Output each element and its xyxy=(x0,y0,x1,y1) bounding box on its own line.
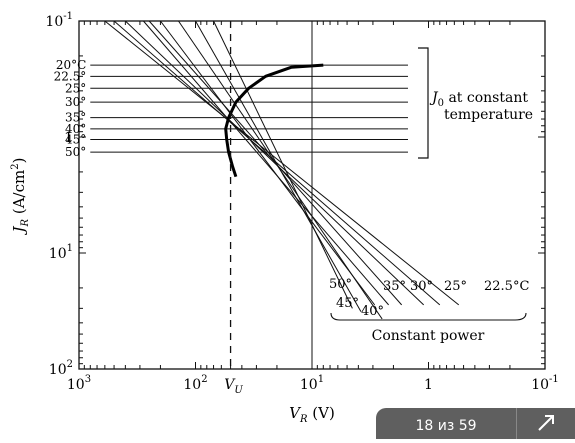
x-tick-label-2: 101 xyxy=(300,374,324,393)
y-tick-label-0: 10-1 xyxy=(45,11,73,30)
j0-annotation-line2: temperature xyxy=(444,107,533,123)
y-tick-label-2: 101 xyxy=(49,243,73,262)
j0-temperature-label-3: 30° xyxy=(65,95,86,109)
constant-power-label-0: 22.5°C xyxy=(484,279,529,294)
constant-power-line-8 xyxy=(148,20,403,306)
vu-label: VU xyxy=(224,377,243,396)
constant-power-label-6: 50° xyxy=(329,277,352,292)
j0-temperature-label-4: 35° xyxy=(65,111,86,125)
j0-temperature-label-7: 50° xyxy=(65,145,86,159)
x-axis-label: VR (V) xyxy=(289,404,335,425)
j0-temperature-label-1: 22.5° xyxy=(54,69,87,83)
constant-power-label-5: 45° xyxy=(336,296,359,311)
j0-annotation-line1: J0 at constant xyxy=(429,90,528,109)
constant-power-line-1 xyxy=(125,20,425,306)
j0-bracket xyxy=(418,47,429,159)
toolbar-divider xyxy=(516,408,517,439)
series-layer xyxy=(90,20,460,369)
x-tick-label-4: 10-1 xyxy=(531,374,559,393)
constant-power-annotation: Constant power xyxy=(372,328,485,344)
expand-arrow-icon[interactable] xyxy=(517,408,575,439)
y-tick-label-1: 1 xyxy=(64,130,73,146)
labels-layer: 20°C22.5°25°30°35°40°45°50°103 102 101 1 10-… xyxy=(10,11,559,425)
constant-power-brace xyxy=(330,312,527,321)
constant-power-line-3 xyxy=(160,20,376,306)
x-tick-label-1: 102 xyxy=(183,374,207,393)
constant-power-label-2: 30° xyxy=(410,279,433,294)
y-tick-label-3: 102 xyxy=(49,359,73,378)
x-tick-label-0: 103 xyxy=(67,374,91,393)
j0-temperature-label-5: 40° xyxy=(65,122,86,136)
j0-temperature-label-6: 45° xyxy=(65,132,86,146)
axes-layer xyxy=(78,20,546,370)
x-tick-label-3: 1 xyxy=(424,377,433,393)
constant-power-label-3: 35° xyxy=(383,279,406,294)
constant-power-label-4: 40° xyxy=(361,304,384,319)
j0-temperature-label-0: 20°C xyxy=(56,58,86,72)
y-axis-label: JR (A/cm2) xyxy=(10,158,31,236)
constant-power-line-2 xyxy=(143,20,389,306)
constant-power-line-6 xyxy=(213,20,353,309)
j0-temperature-label-2: 25° xyxy=(65,81,86,95)
constant-power-label-1: 25° xyxy=(444,279,467,294)
page-indicator: 18 из 59 xyxy=(415,418,477,434)
constant-power-line-7 xyxy=(113,20,441,306)
pdf-viewer-toolbar: 18 из 59 xyxy=(376,408,575,439)
